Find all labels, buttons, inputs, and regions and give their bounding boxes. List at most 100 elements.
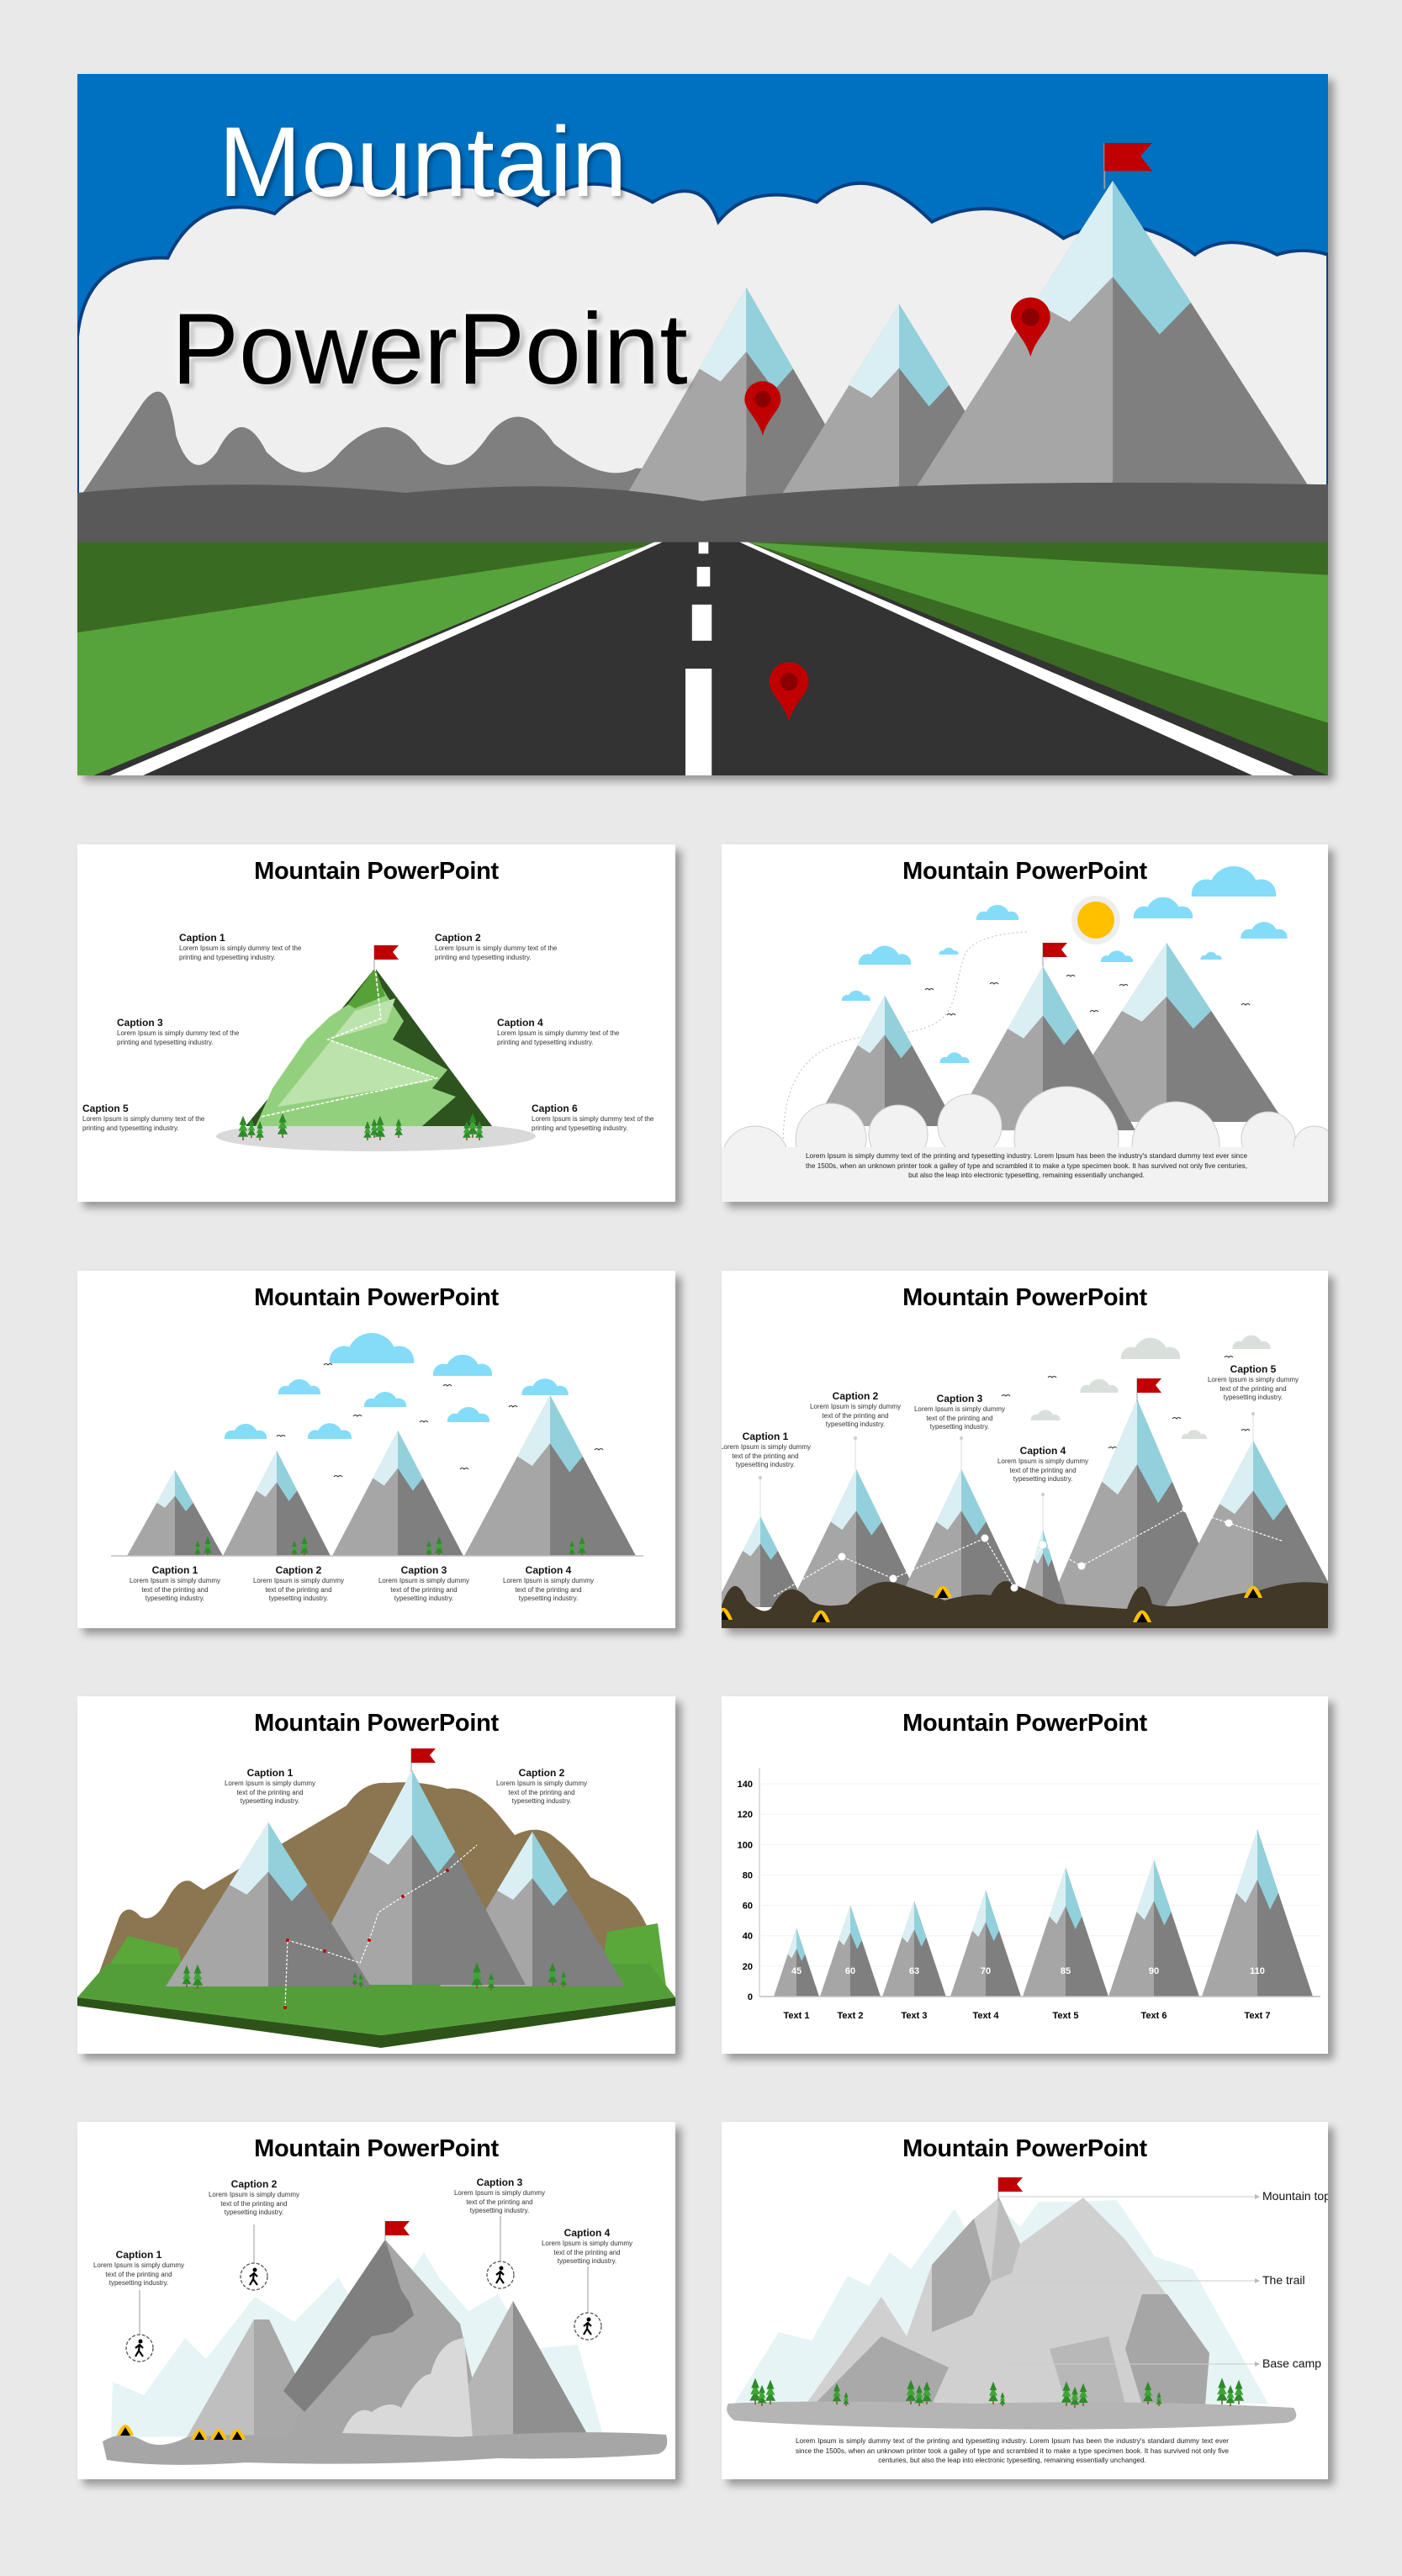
caption-heading: Caption 2 — [435, 932, 481, 944]
mountain — [722, 1516, 807, 1607]
cloud-icon — [363, 1391, 407, 1407]
slide-mountain-chart[interactable]: 0 20 40 60 80 100 120 140 45 Text 1 60 Text 2 63 Text… — [722, 1696, 1328, 2054]
tree-layer — [561, 1971, 566, 1978]
tree-layer — [579, 1536, 585, 1544]
tree-icon — [357, 1974, 364, 1987]
hero-title-powerpoint: PowerPoint — [172, 293, 688, 405]
mountain — [127, 1470, 223, 1556]
mountain-right-face — [914, 1901, 946, 1997]
trail-point — [981, 1534, 989, 1542]
hiker-icon — [486, 2261, 515, 2289]
chart-mark-text-3 — [882, 1901, 946, 1997]
tent-door — [722, 1611, 729, 1620]
tree-layer — [182, 1976, 192, 1985]
snow-cap-left — [1049, 1867, 1066, 1924]
chart-mark-text-1 — [774, 1928, 819, 1997]
tree-layer — [1217, 2384, 1227, 2394]
cloud-icon — [939, 1052, 970, 1063]
caption-body: Lorem Ipsum is simply dummy text of the … — [378, 1577, 470, 1602]
tree-layer — [468, 1113, 477, 1123]
road — [93, 542, 1328, 775]
mountain-right-face — [532, 1832, 625, 1986]
slide-title: Mountain PowerPoint — [254, 858, 499, 885]
tree-trunk — [304, 1552, 305, 1556]
caption-heading: Caption 1 — [246, 1767, 294, 1779]
caption-5: Caption 5 Lorem Ipsum is simply dummy tex… — [82, 1103, 217, 1133]
caption-3: Caption 3 Lorem Ipsum is simply dummy tex… — [452, 2177, 547, 2216]
caption-heading: Caption 1 — [179, 932, 225, 944]
slide-mountain-trail[interactable]: Mountain PowerPoint Caption 1 Lorem Ipsum… — [722, 1271, 1328, 1628]
tree-layer — [371, 1118, 378, 1126]
tent-door — [1136, 1613, 1148, 1622]
tree-layer — [1156, 2395, 1162, 2401]
slide-four-mountains[interactable]: Mountain PowerPoint Caption 1 Lorem Ipsum… — [77, 1271, 675, 1628]
mountain — [1165, 1441, 1328, 1607]
slide-mountains-clouds[interactable]: Mountain PowerPoint Lorem Ipsum is simpl… — [722, 844, 1328, 1202]
caption-heading: Caption 3 — [117, 1017, 163, 1029]
tree-layer — [999, 2399, 1006, 2404]
tree-icon — [843, 2392, 849, 2406]
mountain-left-face — [127, 1470, 175, 1556]
arrow-head — [1255, 2278, 1260, 2283]
tree-layer — [463, 1120, 470, 1129]
flag-icon — [1103, 143, 1152, 189]
tree-layer — [194, 1547, 201, 1554]
bird-icon — [1001, 1394, 1011, 1397]
chart-mark-text-5 — [1023, 1867, 1108, 1997]
mountain-landscape-illustration — [77, 1748, 675, 2048]
trail-point — [446, 1869, 449, 1872]
caption-heading: Caption 2 — [832, 1390, 879, 1402]
tree-layer — [999, 2395, 1006, 2401]
tree-layer — [1235, 2379, 1243, 2389]
bird-icon — [1241, 1003, 1251, 1006]
slide-mountain-stages[interactable]: Mountain PowerPoint Mountain top The tra… — [722, 2122, 1328, 2479]
trail-path — [773, 1508, 1283, 1597]
rock-facet — [991, 2198, 1020, 2282]
slide-title: Mountain PowerPoint — [902, 858, 1147, 885]
bird-icon — [989, 982, 999, 985]
tree-layer — [751, 2378, 759, 2388]
tree-layer — [750, 2384, 760, 2394]
tree-layer — [352, 1978, 358, 1984]
tree-icon — [757, 2384, 767, 2406]
tree-icon — [1143, 2381, 1153, 2404]
tree-trunk — [1066, 2402, 1067, 2406]
trail-path — [284, 1844, 478, 2008]
tree-layer — [766, 2379, 775, 2389]
flag-cloth — [998, 2177, 1023, 2192]
bird-icon — [946, 1013, 956, 1016]
tree-layer — [257, 1120, 263, 1129]
tree-icon — [291, 1541, 298, 1556]
tree-layer — [578, 1545, 586, 1553]
caption-body: Lorem Ipsum is simply dummy text of the … — [997, 1457, 1089, 1483]
slide-title: Mountain PowerPoint — [254, 1284, 499, 1311]
hiker-icon — [240, 2262, 268, 2291]
snow-cap-left — [787, 1928, 796, 1959]
y-tick-label: 40 — [743, 1932, 753, 1942]
trail-point — [838, 1552, 846, 1561]
pin-body — [744, 381, 781, 436]
pin-hole — [1021, 308, 1040, 326]
mountain — [166, 1822, 371, 1986]
flag-icon — [410, 1748, 436, 1772]
snow-cap-right — [175, 1470, 193, 1511]
mountain-right-face — [1113, 180, 1319, 501]
slide-climbers[interactable]: Mountain PowerPoint Caption 1 Lorem Ipsum… — [77, 2122, 675, 2479]
four-mountains-illustration — [111, 1332, 643, 1557]
tree-trunk — [1221, 2400, 1223, 2404]
slide-green-mountain-captions[interactable]: Mountain PowerPoint Caption 1 Lorem Ipsum… — [77, 844, 675, 1202]
title-slide[interactable]: Mountain PowerPoint — [77, 74, 1328, 775]
label-the-trail: The trail — [1262, 2273, 1305, 2287]
slide-mountain-landscape[interactable]: Mountain PowerPoint Caption 1 Lorem Ipsum… — [77, 1696, 675, 2054]
tree-layer — [487, 1981, 495, 1988]
snow-cap-left — [830, 1469, 856, 1531]
cloud-icon — [278, 1378, 321, 1394]
tree-trunk — [552, 1982, 553, 1986]
bird-icon — [924, 988, 934, 991]
tree-icon — [463, 1120, 471, 1140]
tent-door — [937, 1589, 949, 1598]
tree-layer — [463, 1125, 471, 1134]
caption-4: Caption 4 Lorem Ipsum is simply dummy tex… — [501, 1564, 595, 1604]
tree-layer — [922, 2392, 932, 2402]
mountain-right-face — [412, 1770, 526, 1985]
